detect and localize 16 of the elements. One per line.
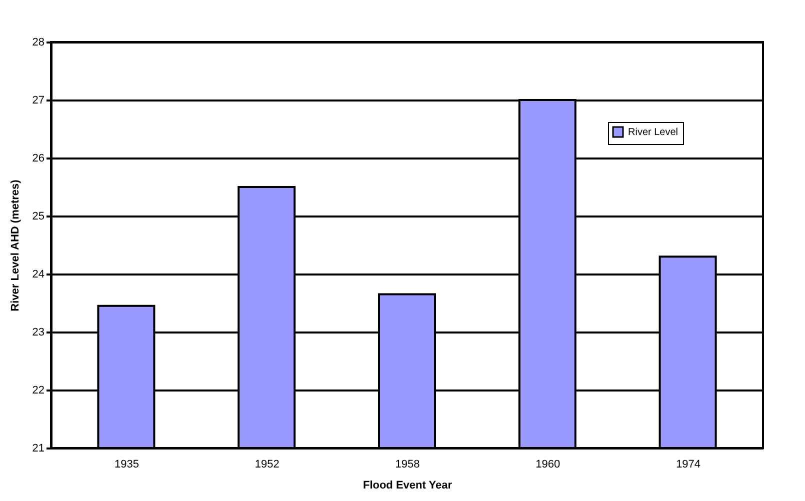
y-tick-label: 26 (32, 152, 44, 164)
x-axis-title: Flood Event Year (362, 480, 453, 492)
y-tick-label: 28 (32, 36, 44, 48)
x-tick-label: 1974 (676, 458, 701, 470)
y-tick-label: 27 (32, 94, 44, 106)
y-tick-label: 21 (32, 442, 44, 454)
y-axis-title: River Level AHD (metres) (9, 179, 22, 312)
y-tick-label: 24 (32, 268, 44, 280)
x-tick-label: 1952 (254, 458, 280, 470)
y-tick-label: 25 (32, 210, 44, 222)
x-tick-label: 1935 (114, 458, 139, 470)
x-tick-label: 1958 (395, 458, 420, 470)
y-tick-label: 22 (32, 384, 44, 396)
x-tick-label: 1960 (536, 458, 560, 470)
legend-label: River Level (628, 127, 678, 138)
y-tick-label: 23 (32, 326, 44, 338)
